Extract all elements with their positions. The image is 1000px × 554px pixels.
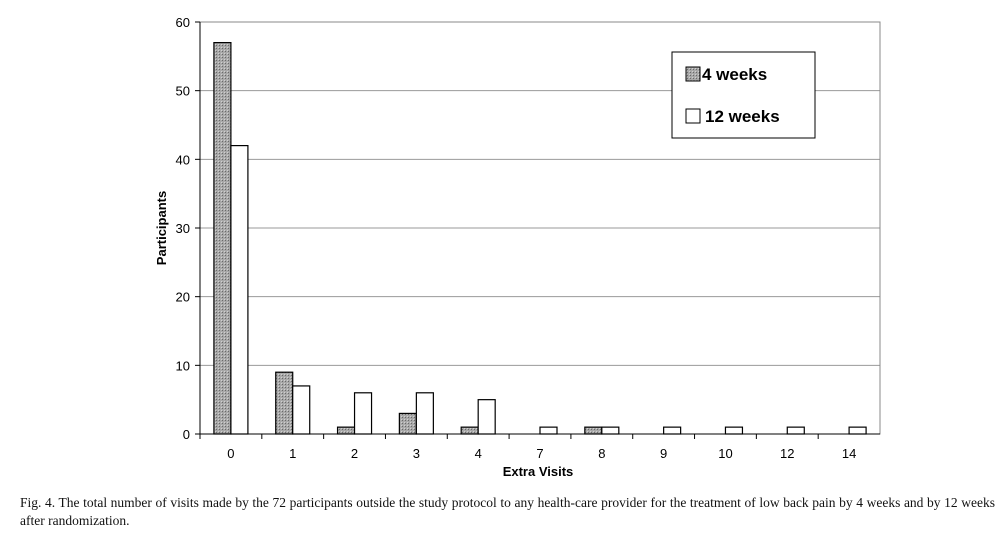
legend-label-4-weeks: 4 weeks [702,65,767,84]
y-tick-label: 0 [183,427,190,442]
legend-label-12-weeks: 12 weeks [705,107,780,126]
y-tick-label: 50 [176,84,190,99]
y-tick-label: 40 [176,152,190,167]
bar-4-weeks-4 [460,426,479,435]
y-tick-label: 10 [176,358,190,373]
gridlines [200,90,880,366]
y-tick-label: 60 [176,15,190,30]
x-axis: 0 1 2 3 4 7 8 9 10 12 14 [199,433,880,461]
bar-12-weeks-2 [353,392,373,435]
bar-4-weeks-0 [213,41,232,435]
figure-caption: Fig. 4. The total number of visits made … [20,495,995,528]
x-tick-label: 10 [718,446,732,461]
x-tick-label: 2 [351,446,358,461]
bars [213,41,867,435]
x-tick-label: 14 [842,446,856,461]
bar-12-weeks-1 [292,385,311,435]
bar-12-weeks-8 [601,426,620,435]
y-tick-label: 30 [176,221,190,236]
y-axis: 0 10 20 30 40 50 60 [176,15,201,442]
bar-12-weeks-7 [539,426,558,435]
x-tick-label: 12 [780,446,794,461]
y-axis-label: Participants [154,191,169,265]
bar-12-weeks-14 [848,426,867,435]
x-tick-label: 1 [289,446,296,461]
x-tick-label: 3 [413,446,420,461]
x-tick-label: 7 [536,446,543,461]
bar-4-weeks-8 [584,426,603,435]
x-tick-label: 0 [227,446,234,461]
x-tick-label: 9 [660,446,667,461]
bar-4-weeks-1 [275,371,294,435]
x-tick-label: 4 [475,446,482,461]
bar-12-weeks-10 [724,426,744,435]
legend: 4 weeks 12 weeks [671,51,816,139]
legend-swatch-12-weeks [685,108,701,124]
x-tick-label: 8 [598,446,605,461]
bar-12-weeks-4 [477,399,496,435]
bar-12-weeks-0 [230,145,249,435]
x-axis-label: Extra Visits [503,464,574,479]
bar-12-weeks-3 [415,392,434,435]
y-tick-label: 20 [176,290,190,305]
bar-12-weeks-9 [663,426,682,435]
legend-box [671,51,816,139]
bar-4-weeks-2 [336,426,356,435]
bar-12-weeks-12 [786,426,805,435]
legend-swatch-4-weeks [685,66,701,82]
bar-4-weeks-3 [398,412,417,435]
